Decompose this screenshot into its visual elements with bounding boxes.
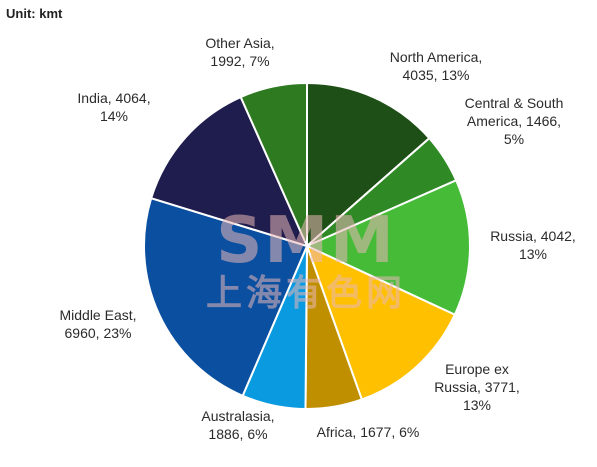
slice-label-line: 13% [463, 397, 491, 413]
slice-label-india: India, 4064, 14% [77, 90, 150, 124]
slice-label-line: Other Asia, [205, 35, 274, 51]
watermark-logo: SMM [216, 204, 395, 278]
pie-slices [143, 81, 471, 410]
slice-label-russia: Russia, 4042, 13% [490, 228, 576, 262]
watermark-chinese: 上海有色网 [206, 273, 406, 314]
pie-slice-europe-ex-russia [305, 244, 457, 401]
slice-label-line: 1886, 6% [208, 426, 267, 442]
slice-label-line: 5% [504, 131, 524, 147]
slice-label-line: India, 4064, [77, 90, 150, 106]
slice-label-middle-east: Middle East, 6960, 23% [59, 307, 136, 341]
slice-label-line: Africa, 1677, 6% [317, 424, 420, 440]
pie-slice-russia [304, 179, 471, 317]
slice-label-line: Europe ex [445, 361, 509, 377]
slice-label-line: Middle East, [59, 307, 136, 323]
slice-label-line: 1992, 7% [210, 53, 269, 69]
slice-label-line: Russia, 4042, [490, 228, 576, 244]
slice-label-africa: Africa, 1677, 6% [317, 424, 420, 440]
smm-watermark: SMM 上海有色网 [206, 204, 406, 314]
slice-label-line: 4035, 13% [403, 67, 470, 83]
slice-label-line: America, 1466, [467, 113, 561, 129]
slice-label-central-south-america: Central & South America, 1466, 5% [465, 95, 564, 147]
chart-unit-label: Unit: kmt [6, 6, 63, 21]
slice-label-line: Russia, 3771, [434, 379, 520, 395]
slice-label-line: 6960, 23% [65, 325, 132, 341]
pie-slice-india [149, 95, 309, 248]
slice-label-north-america: North America, 4035, 13% [390, 49, 483, 83]
slice-label-line: 14% [100, 108, 128, 124]
slice-label-line: 13% [519, 246, 547, 262]
slice-label-line: North America, [390, 49, 483, 65]
pie-slice-other-asia [239, 81, 308, 247]
slice-label-line: Central & South [465, 95, 564, 111]
slice-label-australasia: Australasia, 1886, 6% [201, 408, 274, 442]
pie-slice-north-america [306, 81, 431, 249]
slice-label-europe-ex-russia: Europe ex Russia, 3771, 13% [434, 361, 520, 413]
pie-labels: North America, 4035, 13% Central & South Am… [59, 35, 575, 442]
slice-label-other-asia: Other Asia, 1992, 7% [205, 35, 274, 69]
slice-label-line: Australasia, [201, 408, 274, 424]
pie-slice-middle-east [143, 196, 309, 398]
